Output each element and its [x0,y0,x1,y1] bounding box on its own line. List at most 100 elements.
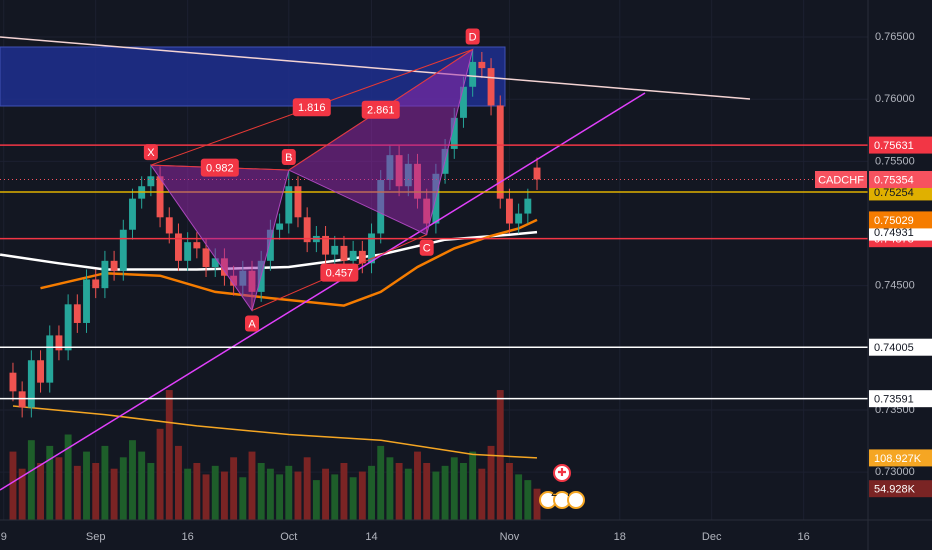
volume-bar [193,463,201,520]
volume-bar [92,463,100,520]
price-tag-label: 0.73591 [874,394,914,406]
candle-body [478,61,486,69]
symbol-tag [815,171,867,189]
candle-body [358,250,366,264]
volume-bar [147,463,155,520]
candle-body [175,233,182,261]
volume-bar [276,474,284,520]
candle-body [119,229,127,271]
ratio-box [292,98,331,117]
candle-body [368,233,375,264]
candle-body [73,304,81,323]
volume-bar [239,477,247,520]
ratio-label: 0.982 [206,162,234,174]
candle-body [193,242,201,249]
candle-body [101,260,109,289]
volume-bar [37,463,44,520]
candle-body [340,245,348,261]
point-box [419,239,434,256]
volume-bar [27,440,35,520]
volume-bar [450,457,458,520]
candle-body [285,186,293,224]
price-tag-label: 0.75029 [874,215,914,227]
volume-pane [9,390,541,520]
volume-bar [175,445,182,520]
price-tag-label: 0.74931 [874,227,914,239]
event-icon [553,464,571,482]
candle-body [202,248,210,268]
candle-body [92,279,100,289]
volume-bar [423,463,431,520]
volume-bar [441,465,449,520]
candle-body [469,61,477,87]
x-tick-label: Oct [280,531,297,543]
point-label: B [285,152,292,164]
volume-bar [487,445,495,520]
volume-bar [414,451,421,520]
point-label: X [147,147,155,159]
candle-body [110,260,118,271]
volume-bar [524,480,532,520]
y-tick-label: 0.76000 [875,93,915,105]
volume-bar [386,457,394,520]
x-tick-label: 16 [798,531,810,543]
candle-body [37,360,44,383]
volume-bar [469,451,477,520]
candle-body [83,279,90,323]
ratio-box [361,100,400,119]
point-label: A [248,318,256,330]
volume-bar [220,471,228,520]
volume-bar [18,468,26,520]
candle-body [147,176,155,187]
candle-body [524,198,532,214]
event-icon [567,491,585,509]
y-tick-label: 0.75500 [875,155,915,167]
volume-bar [248,451,256,520]
price-tag-label: 0.75354 [874,174,914,186]
volume-bar [533,488,541,520]
candle-body [156,176,164,218]
ratio-box [320,263,359,282]
price-tag [869,338,932,356]
symbol-label: CADCHF [818,174,864,186]
volume-bar [138,451,146,520]
ratio-label: 1.816 [298,102,326,114]
volume-bar [285,465,293,520]
candle-body [322,235,330,255]
candle-body [533,167,541,180]
price-tag [869,136,932,154]
volume-tag [869,480,932,498]
point-box [245,315,260,332]
candle-body [460,86,467,118]
volume-bar [358,471,366,520]
volume-bar [496,390,504,520]
volume-bar [83,451,90,520]
volume-bar [303,457,311,520]
point-label: C [423,243,431,255]
candle-body [487,68,495,106]
y-tick-label: 0.74500 [875,280,915,292]
volume-bar [340,463,348,520]
volume-bar [46,445,54,520]
candle-body [55,335,63,351]
volume-bar [230,457,238,520]
point-box [281,149,296,166]
labels: 9 Sep 16 Oct 14 Nov 18 Dec 16 0.76500 0.76000 0.755… [1,31,932,543]
candle-body [276,223,284,230]
candle-body [303,217,311,243]
x-tick-label: Nov [500,531,520,543]
volume-bar [129,440,136,520]
ratio-label: 0.457 [326,268,354,280]
volume-bar [432,471,440,520]
ratio-label: 2.861 [367,105,395,117]
candle-body [27,360,35,408]
price-tag-label: 0.75631 [874,140,914,152]
volume-bar [322,468,330,520]
candle-body [349,250,357,261]
volume-ma-tag [869,449,932,467]
candle-body [184,242,192,261]
volume-bar [312,480,320,520]
volume-bar [73,465,81,520]
volume-bar [478,468,486,520]
volume-bar [64,434,72,520]
